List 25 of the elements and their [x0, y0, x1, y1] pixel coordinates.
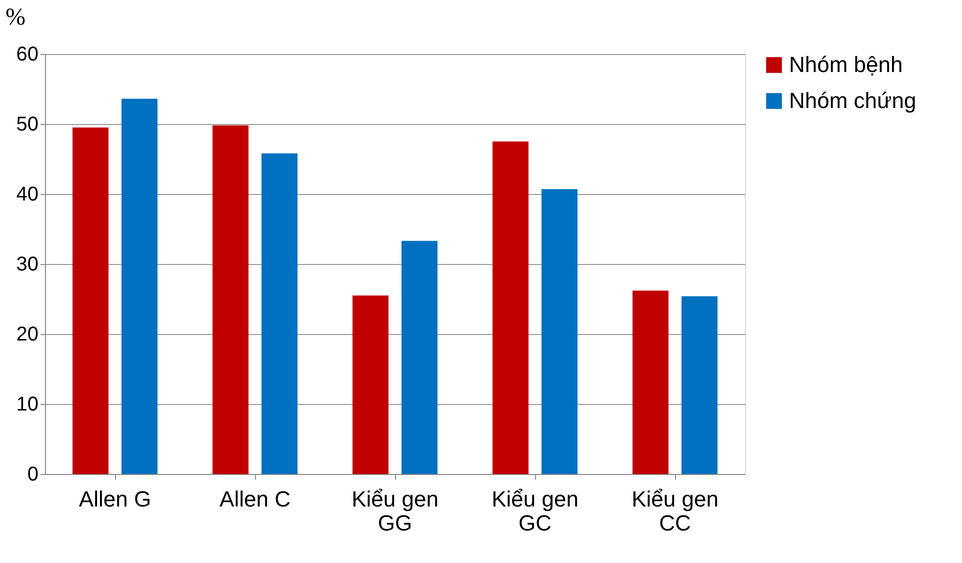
bar: [402, 240, 438, 474]
y-axis-title: %: [6, 4, 26, 30]
x-tick-label: Kiểu gen GG: [352, 486, 438, 536]
y-tick-label: 30: [16, 254, 38, 276]
y-tick-label: 20: [16, 324, 38, 346]
x-tick-label: Kiểu gen CC: [632, 486, 718, 536]
bar: [212, 125, 248, 474]
x-tick-label: Kiểu gen GC: [492, 486, 578, 536]
bar: [122, 98, 158, 474]
legend-label: Nhóm chứng: [789, 88, 916, 113]
y-tick-label: 0: [27, 464, 38, 486]
y-tick-label: 60: [16, 44, 38, 66]
x-tick-label: Allen G: [78, 486, 152, 512]
bar: [632, 290, 668, 474]
bar: [682, 296, 718, 474]
y-tick-label: 40: [16, 184, 38, 206]
x-tick-label: Allen C: [220, 486, 291, 512]
bar: [72, 128, 108, 474]
bar: [262, 153, 298, 474]
legend-label: Nhóm bệnh: [789, 52, 903, 77]
y-tick-label: 10: [16, 394, 38, 416]
bar: [352, 296, 388, 474]
bar: [542, 189, 578, 474]
bar: [492, 142, 528, 474]
y-tick-label: 50: [16, 114, 38, 136]
